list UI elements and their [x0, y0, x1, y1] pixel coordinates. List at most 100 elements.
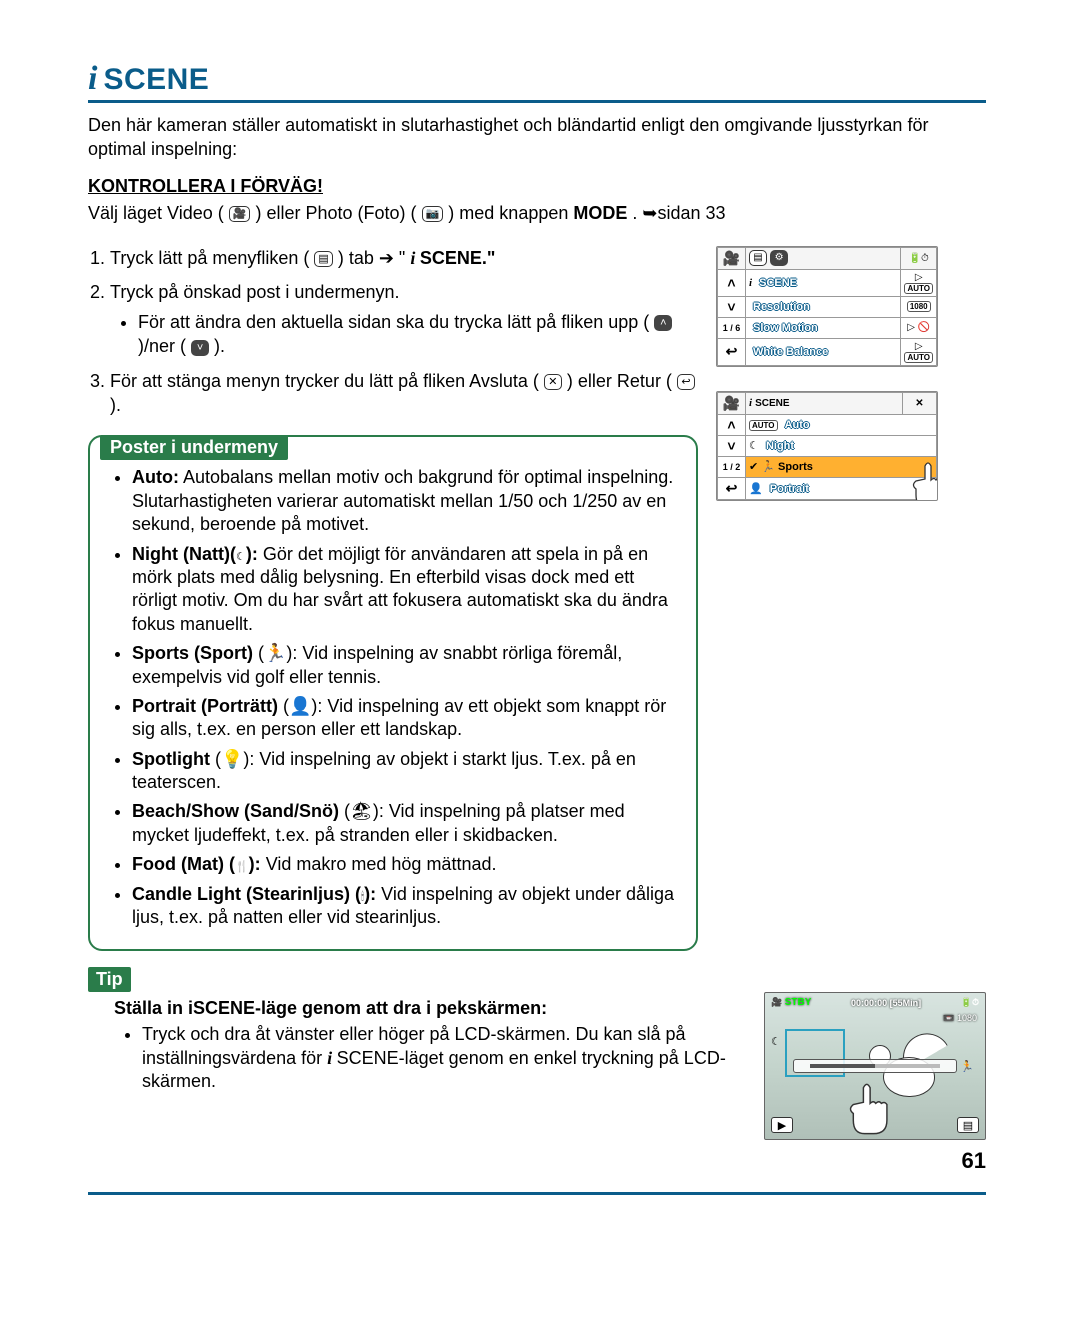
portrait-lbl: Portrait (Porträtt) [132, 696, 283, 716]
lcd2-title: i SCENE [746, 392, 903, 414]
video-mode-icon: 🎥 [229, 206, 251, 222]
item-beach: Beach/Show (Sand/Snö) (🏖): Vid inspelnin… [132, 800, 682, 847]
food-txt: Vid makro med hög mättnad. [266, 854, 497, 874]
lcd2-close[interactable]: ✕ [903, 392, 937, 414]
item-candle: Candle Light (Stearinljus) (🕯): Vid insp… [132, 883, 682, 930]
s1c: SCENE." [420, 248, 496, 268]
lcd2-page: 1 / 2 [718, 456, 746, 477]
food-lbl: Food (Mat) ( [132, 854, 235, 874]
mode-p3: ) med knappen [448, 203, 573, 223]
lcd1-r1-val: 1080 [901, 296, 937, 317]
lcd1-row1[interactable]: Resolution [746, 296, 901, 317]
s2b: )/ner ( [138, 336, 186, 356]
preview-topbar: 🎥 STBY 00:00:00 [55Min] 🔋⏱ [771, 997, 979, 1008]
candle-lbl: Candle Light (Stearinljus) ( [132, 884, 361, 904]
mode-p2: ) eller Photo (Foto) ( [256, 203, 417, 223]
lcd1-mode-icon: 🎥 [718, 247, 746, 269]
tip-row: Ställa in iSCENE-läge genom att dra i pe… [88, 992, 986, 1174]
lcd2-row0[interactable]: AUTO Auto [746, 414, 937, 435]
s1b: ) tab ➔ " [338, 248, 406, 268]
footer-rule [88, 1192, 986, 1195]
lcd1-r0-lbl: SCENE [755, 277, 797, 289]
s3c: ). [110, 395, 121, 415]
s1-i-icon: i [410, 248, 420, 268]
preview-time: 00:00:00 [55Min] [851, 998, 921, 1008]
tip-line: Tryck och dra åt vänster eller höger på … [142, 1023, 744, 1093]
intro-text: Den här kameran ställer automatiskt in s… [88, 113, 986, 162]
lcd1-r0-val: ▷ AUTO [901, 269, 937, 296]
precheck-heading: KONTROLLERA I FÖRVÄG! [88, 176, 986, 197]
preview-menu-icon[interactable]: ▤ [957, 1117, 979, 1133]
lcd2-r3-lbl: Portrait [766, 483, 809, 495]
night-icon: ☾ [236, 551, 246, 563]
lcd2-up[interactable]: ˄ [718, 414, 746, 435]
title-i-icon: i [88, 60, 97, 98]
lcd1-page: 1 / 6 [718, 317, 746, 338]
page-title: SCENE [103, 63, 209, 97]
tip-badge: Tip [88, 967, 131, 992]
lcd2-r2-lbl: Sports [778, 461, 813, 473]
manual-page: i SCENE Den här kameran ställer automati… [0, 0, 1080, 1225]
food-icon: 🍴 [235, 861, 249, 873]
auto-lbl: Auto: [132, 467, 179, 487]
s3b: ) eller Retur ( [567, 371, 672, 391]
lcd1-tab-list-icon: ▤ [749, 250, 767, 266]
page-title-row: i SCENE [88, 60, 986, 103]
lcd2-row2[interactable]: ✔ 🏃 Sports [746, 456, 937, 477]
up-tab-icon: ˄ [654, 315, 672, 331]
preview-col: 🎥 STBY 00:00:00 [55Min] 🔋⏱ 📼 1080 🏃 [764, 992, 986, 1174]
menu-tab-icon: ▤ [314, 251, 332, 267]
item-auto: Auto: Autobalans mellan motiv och bakgru… [132, 466, 682, 536]
lcd-preview: 🎥 STBY 00:00:00 [55Min] 🔋⏱ 📼 1080 🏃 [764, 992, 986, 1140]
photo-mode-icon: 📷 [422, 206, 444, 222]
step-1: Tryck lätt på menyfliken ( ▤ ) tab ➔ " i… [110, 246, 698, 270]
candle-lbl2: ): [364, 884, 376, 904]
lcd2-r0-lbl: Auto [781, 419, 810, 431]
lcd1-down[interactable]: ˅ [718, 296, 746, 317]
lcd2-r1-lbl: Night [762, 440, 794, 452]
step-2: Tryck på önskad post i undermenyn. För a… [110, 280, 698, 359]
step-2-sub: För att ändra den aktuella sidan ska du … [138, 310, 698, 359]
lcd1-row2[interactable]: Slow Motion [746, 317, 901, 338]
lcd1-r1-lbl: Resolution [749, 301, 810, 313]
tip-list: Tryck och dra åt vänster eller höger på … [88, 1023, 744, 1093]
lcd2-mode-icon: 🎥 [718, 392, 746, 414]
lcd-menu-1: 🎥 ▤ ⚙ 🔋⏱ ˄ i SCENE ▷ AUTO ˅ [716, 246, 938, 367]
lcd1-row0[interactable]: i SCENE [746, 269, 901, 296]
lcd1-r2-lbl: Slow Motion [749, 322, 818, 334]
return-tab-icon: ↩ [677, 374, 695, 390]
tip-text-col: Ställa in iSCENE-läge genom att dra i pe… [88, 992, 744, 1093]
item-night: Night (Natt)(☾): Gör det möjligt för anv… [132, 543, 682, 637]
preview-rec-icon: 🎥 STBY [771, 997, 811, 1008]
mode-kw: MODE [573, 203, 627, 223]
lcd1-return[interactable]: ↩ [718, 338, 746, 365]
lcd1-r2-val: ▷ 🚫 [901, 317, 937, 338]
bird-graphic [869, 1039, 949, 1109]
lcd2-down[interactable]: ˅ [718, 435, 746, 456]
lcd1-up[interactable]: ˄ [718, 269, 746, 296]
s3a: För att stänga menyn trycker du lätt på … [110, 371, 539, 391]
down-tab-icon: ˅ [191, 340, 209, 356]
lcd1-battery-icon: 🔋⏱ [901, 247, 937, 269]
food-lbl2: ): [249, 854, 261, 874]
submenu-title: Poster i undermeny [100, 435, 288, 460]
lcd1-row3[interactable]: White Balance [746, 338, 901, 365]
spotlight-lbl: Spotlight [132, 749, 215, 769]
lcd2-row3[interactable]: 👤 Portrait [746, 477, 937, 499]
slider-sports-icon: 🏃 [960, 1060, 974, 1073]
preview-batt-icon: 🔋⏱ [961, 997, 979, 1008]
mode-p1: Välj läget Video ( [88, 203, 224, 223]
preview-slider[interactable]: 🏃 [793, 1059, 957, 1073]
item-portrait: Portrait (Porträtt) (👤): Vid inspelning … [132, 695, 682, 742]
steps-list: Tryck lätt på menyfliken ( ▤ ) tab ➔ " i… [88, 246, 698, 418]
lcd1-r3-val: ▷ AUTO [901, 338, 937, 365]
auto-txt: Autobalans mellan motiv och bakgrund för… [132, 467, 673, 534]
lcd2-return[interactable]: ↩ [718, 477, 746, 499]
submenu-list: Auto: Autobalans mellan motiv och bakgru… [104, 466, 682, 929]
mode-p4: . ➥sidan 33 [632, 203, 725, 223]
step-3: För att stänga menyn trycker du lätt på … [110, 369, 698, 418]
lcd-menu-2: 🎥 i SCENE ✕ ˄ AUTO Auto ˅ ☾ Night 1 / 2 [716, 391, 938, 501]
preview-play-icon[interactable]: ▶ [771, 1117, 793, 1133]
left-column: Tryck lätt på menyfliken ( ▤ ) tab ➔ " i… [88, 246, 698, 952]
lcd2-row1[interactable]: ☾ Night [746, 435, 937, 456]
